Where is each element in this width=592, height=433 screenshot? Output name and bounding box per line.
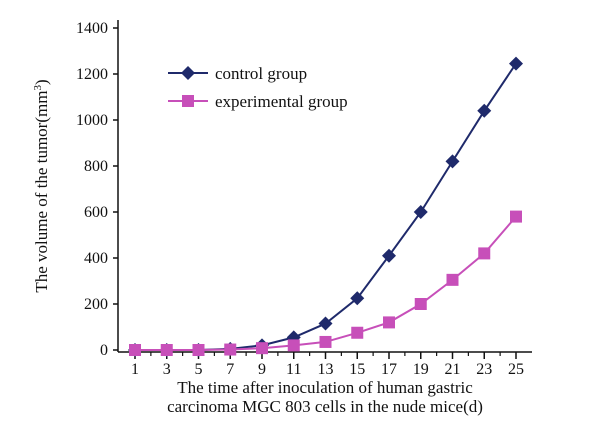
- y-axis-title-superscript: 3: [32, 85, 44, 91]
- data-point-experimental-group: [510, 210, 522, 223]
- data-point-experimental-group: [287, 339, 300, 352]
- data-point-control-group: [350, 291, 365, 306]
- x-tick-label: 5: [195, 361, 203, 378]
- x-tick-label: 9: [258, 361, 266, 378]
- y-tick-label: 0: [100, 342, 108, 359]
- x-axis-title-line-2: carcinoma MGC 803 cells in the nude mice…: [167, 397, 483, 416]
- axes: [117, 20, 532, 353]
- y-axis-title: The volume of the tumor(mm3): [32, 79, 51, 292]
- data-point-experimental-group: [351, 326, 364, 339]
- data-point-experimental-group: [256, 342, 268, 355]
- x-tick-label: 1: [131, 361, 139, 378]
- x-tick-label: 19: [413, 361, 429, 378]
- x-tick-label: 11: [286, 361, 301, 378]
- y-tick-label: 400: [84, 250, 108, 267]
- x-tick-label: 25: [508, 361, 524, 378]
- data-point-experimental-group: [478, 247, 491, 260]
- y-tick-label: 800: [84, 158, 108, 175]
- y-tick-label: 1000: [76, 112, 108, 129]
- data-point-control-group: [413, 205, 428, 219]
- series-experimental-group: [129, 210, 522, 356]
- x-tick-label: 23: [476, 361, 492, 378]
- data-point-experimental-group: [160, 344, 173, 356]
- data-point-control-group: [477, 103, 492, 118]
- y-tick-label: 1200: [76, 66, 108, 83]
- data-point-control-group: [318, 316, 333, 331]
- x-tick-label: 3: [163, 361, 171, 378]
- data-point-experimental-group: [414, 298, 427, 310]
- data-point-experimental-group: [192, 344, 205, 356]
- data-point-experimental-group: [383, 316, 395, 329]
- legend-item-control-group: control group: [168, 64, 307, 83]
- y-tick-label: 1400: [76, 20, 108, 37]
- x-ticks: 1 3 5 7 9 11 13 15 17 19 21 23 25: [131, 352, 524, 378]
- data-point-experimental-group: [129, 344, 141, 356]
- data-point-experimental-group: [224, 343, 237, 356]
- y-tick-label: 200: [84, 296, 108, 313]
- series-layer: [128, 56, 523, 357]
- data-point-experimental-group: [446, 273, 459, 286]
- legend: control group experimental group: [168, 64, 348, 111]
- x-tick-label: 13: [318, 361, 334, 378]
- x-tick-label: 15: [349, 361, 365, 378]
- legend-marker-control-group: [181, 66, 195, 80]
- x-tick-label: 7: [226, 361, 234, 378]
- data-point-control-group: [445, 154, 460, 169]
- y-ticks: 0 200 400 600 800 1000 1200 1400: [76, 20, 118, 359]
- y-tick-label: 600: [84, 204, 108, 221]
- data-point-experimental-group: [319, 335, 332, 348]
- y-axis-title-closing: ): [32, 79, 51, 85]
- x-tick-label: 17: [381, 361, 397, 378]
- data-point-control-group: [509, 56, 523, 71]
- legend-marker-experimental-group: [182, 95, 194, 107]
- legend-item-experimental-group: experimental group: [168, 92, 348, 111]
- x-tick-label: 21: [445, 361, 461, 378]
- legend-label-control-group: control group: [215, 64, 307, 83]
- legend-label-experimental-group: experimental group: [215, 92, 348, 111]
- data-point-control-group: [382, 248, 396, 263]
- x-axis-title-line-1: The time after inoculation of human gast…: [177, 378, 473, 397]
